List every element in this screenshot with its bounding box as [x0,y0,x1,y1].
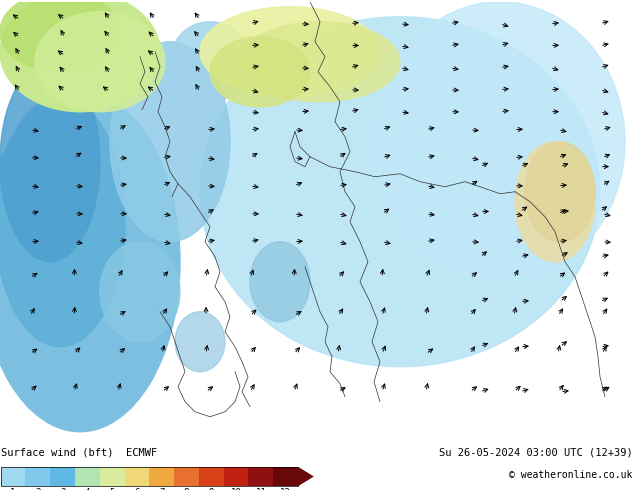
Text: 12: 12 [280,488,291,490]
Text: 7: 7 [159,488,164,490]
Text: 1: 1 [10,488,16,490]
Text: 8: 8 [184,488,189,490]
Ellipse shape [210,37,310,107]
Ellipse shape [0,62,100,262]
Ellipse shape [200,7,380,97]
Text: Su 26-05-2024 03:00 UTC (12+39): Su 26-05-2024 03:00 UTC (12+39) [439,447,633,457]
Bar [150,466,174,486]
Ellipse shape [0,0,120,72]
Ellipse shape [0,0,160,112]
Ellipse shape [110,42,230,242]
Text: 4: 4 [85,488,90,490]
Text: © weatheronline.co.uk: © weatheronline.co.uk [509,470,633,481]
Text: 11: 11 [256,488,266,490]
Ellipse shape [0,92,180,432]
Bar [25,466,50,486]
Text: Surface wind (bft)  ECMWF: Surface wind (bft) ECMWF [1,447,157,457]
Ellipse shape [240,22,400,102]
Text: 9: 9 [209,488,214,490]
Bar [174,466,199,486]
Ellipse shape [525,142,595,242]
Text: 6: 6 [134,488,139,490]
Bar [1,466,25,486]
Text: 3: 3 [60,488,65,490]
Ellipse shape [0,97,125,347]
Ellipse shape [250,242,310,322]
Ellipse shape [200,17,600,367]
Bar [1,466,298,486]
Bar [224,466,249,486]
Ellipse shape [170,22,250,102]
Ellipse shape [515,142,595,262]
Bar [50,466,75,486]
Ellipse shape [100,242,180,342]
Bar [100,466,124,486]
Bar [199,466,224,486]
Text: 10: 10 [231,488,242,490]
Bar [75,466,100,486]
Bar [249,466,273,486]
Text: 2: 2 [35,488,41,490]
Polygon shape [298,466,314,486]
Bar [124,466,150,486]
Ellipse shape [175,312,225,372]
Ellipse shape [35,12,165,112]
Text: 5: 5 [110,488,115,490]
Ellipse shape [375,2,625,282]
Bar [273,466,298,486]
